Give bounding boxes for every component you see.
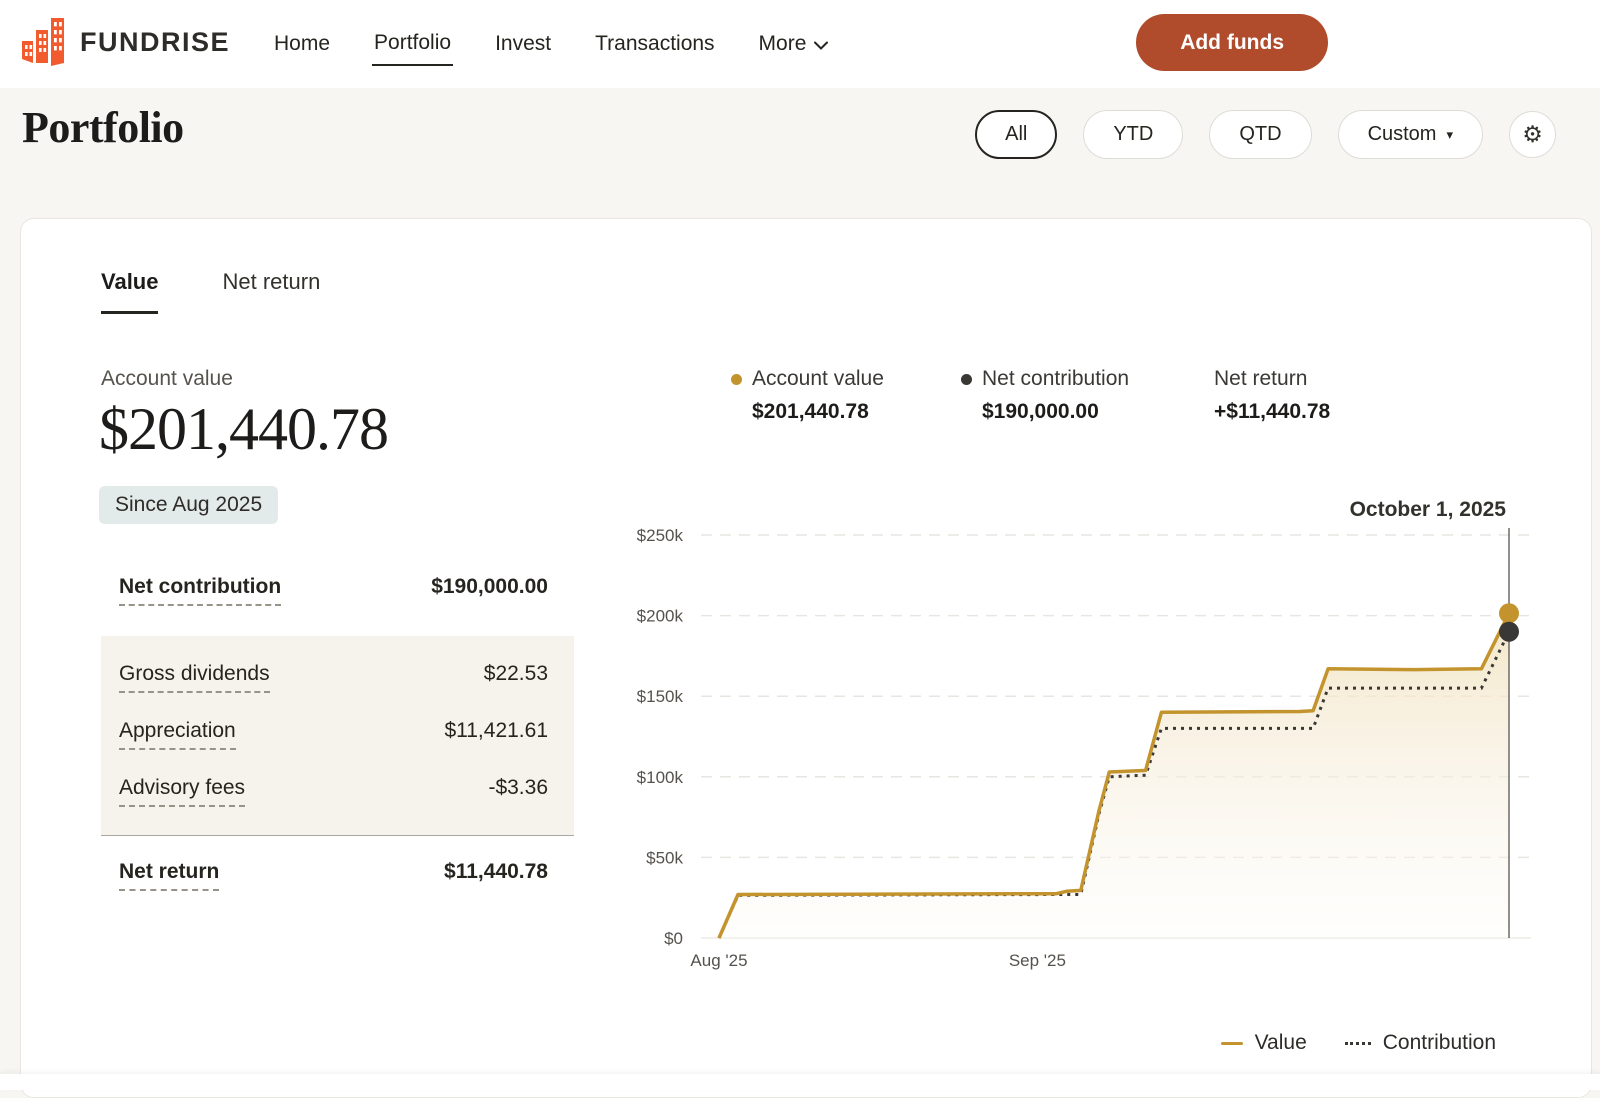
bottom-legend-contribution-label: Contribution: [1382, 1031, 1496, 1054]
svg-text:$150k: $150k: [637, 687, 684, 706]
net-contribution-value: $190,000.00: [431, 575, 548, 598]
gear-icon: ⚙: [1522, 121, 1543, 147]
portfolio-value-chart[interactable]: $0 $50k $100k $150k $200k $250k Aug '25 Sep '25…: [621, 486, 1561, 986]
nav-item-more[interactable]: More: [757, 24, 831, 64]
filter-all-button[interactable]: All: [975, 110, 1058, 159]
legend-net-contribution-amount: $190,000.00: [982, 400, 1099, 423]
page-title: Portfolio: [22, 103, 184, 152]
net-contribution-row: Net contribution $190,000.00: [101, 575, 574, 606]
portfolio-panel: Value Net return Account value $201,440.…: [20, 218, 1592, 1098]
since-badge: Since Aug 2025: [99, 486, 279, 524]
gross-dividends-row: Gross dividends $22.53: [101, 662, 574, 693]
gross-dividends-label[interactable]: Gross dividends: [119, 662, 270, 693]
appreciation-label[interactable]: Appreciation: [119, 719, 236, 750]
account-value-dot-icon: [731, 373, 742, 385]
legend-account-value-label: Account value: [752, 367, 884, 390]
chart-bottom-legend: Value Contribution: [1220, 1031, 1496, 1055]
legend-net-return-label: Net return: [1214, 367, 1308, 390]
net-contribution-label[interactable]: Net contribution: [119, 575, 282, 606]
net-return-row: Net return $11,440.78: [101, 860, 574, 891]
bottom-legend-contribution: Contribution: [1344, 1031, 1496, 1055]
net-return-label[interactable]: Net return: [119, 860, 220, 891]
net-return-value: $11,440.78: [444, 860, 548, 883]
svg-text:$100k: $100k: [637, 768, 684, 787]
date-range-filters: All YTD QTD Custom ▾ ⚙: [975, 110, 1556, 159]
account-value-label: Account value: [101, 367, 233, 390]
nav-item-transactions[interactable]: Transactions: [595, 32, 715, 55]
legend-account-value-amount: $201,440.78: [752, 400, 869, 423]
dropdown-triangle-icon: ▾: [1446, 127, 1453, 142]
add-funds-button[interactable]: Add funds: [1136, 14, 1328, 71]
bottom-strip: [0, 1074, 1600, 1090]
chart-canvas[interactable]: $0 $50k $100k $150k $200k $250k Aug '25 Sep '25…: [621, 486, 1561, 986]
buildings-logo-icon: [20, 14, 66, 71]
tab-value[interactable]: Value: [101, 269, 159, 314]
svg-text:$250k: $250k: [637, 526, 684, 545]
svg-text:$50k: $50k: [646, 848, 683, 867]
appreciation-row: Appreciation $11,421.61: [101, 719, 574, 750]
bottom-legend-value-label: Value: [1254, 1031, 1307, 1054]
value-line-swatch-icon: [1220, 1041, 1243, 1045]
filter-qtd-button[interactable]: QTD: [1209, 110, 1312, 159]
contribution-line-swatch-icon: [1344, 1041, 1371, 1045]
filter-ytd-button[interactable]: YTD: [1083, 110, 1184, 159]
panel-tabs: Value Net return: [101, 269, 320, 314]
nav-item-portfolio[interactable]: Portfolio: [372, 23, 454, 66]
svg-text:Aug '25: Aug '25: [690, 951, 747, 970]
tab-net-return[interactable]: Net return: [222, 269, 321, 294]
account-value-amount: $201,440.78: [99, 396, 389, 462]
advisory-fees-value: -$3.36: [488, 776, 548, 799]
chevron-down-icon: [814, 32, 829, 56]
main-nav: Home Portfolio Invest Transactions More: [272, 0, 830, 88]
svg-text:$0: $0: [664, 929, 683, 948]
appreciation-value: $11,421.61: [444, 719, 548, 742]
gross-dividends-value: $22.53: [483, 662, 548, 685]
filter-qtd-label: QTD: [1239, 123, 1282, 145]
legend-net-return-amount: +$11,440.78: [1214, 400, 1331, 423]
svg-text:October 1, 2025: October 1, 2025: [1350, 498, 1507, 521]
svg-text:$200k: $200k: [637, 607, 684, 626]
net-contribution-dot-icon: [961, 373, 972, 385]
top-navigation-bar: FUNDRISE Home Portfolio Invest Transacti…: [0, 0, 1600, 88]
settings-button[interactable]: ⚙: [1509, 111, 1556, 158]
brand-wordmark: FUNDRISE: [80, 27, 231, 57]
legend-net-contribution: Net contribution $190,000.00: [961, 367, 1129, 424]
filter-all-label: All: [1005, 123, 1028, 145]
legend-net-contribution-label: Net contribution: [982, 367, 1130, 390]
filter-custom-label: Custom: [1367, 123, 1437, 145]
advisory-fees-label[interactable]: Advisory fees: [119, 776, 246, 807]
stats-table: Net contribution $190,000.00 Gross divid…: [101, 575, 574, 891]
advisory-fees-row: Advisory fees -$3.36: [101, 776, 574, 807]
legend-net-return: Net return +$11,440.78: [1214, 367, 1330, 424]
nav-item-home[interactable]: Home: [274, 32, 331, 55]
nav-more-label: More: [758, 32, 807, 55]
legend-account-value: Account value $201,440.78: [731, 367, 884, 424]
filter-custom-button[interactable]: Custom ▾: [1337, 110, 1483, 159]
breakdown-box: Gross dividends $22.53 Appreciation $11,…: [101, 636, 574, 836]
nav-item-invest[interactable]: Invest: [495, 32, 552, 55]
filter-ytd-label: YTD: [1113, 123, 1154, 145]
bottom-legend-value: Value: [1220, 1031, 1307, 1055]
svg-text:Sep '25: Sep '25: [1009, 951, 1066, 970]
fundrise-logo[interactable]: FUNDRISE: [20, 14, 230, 71]
